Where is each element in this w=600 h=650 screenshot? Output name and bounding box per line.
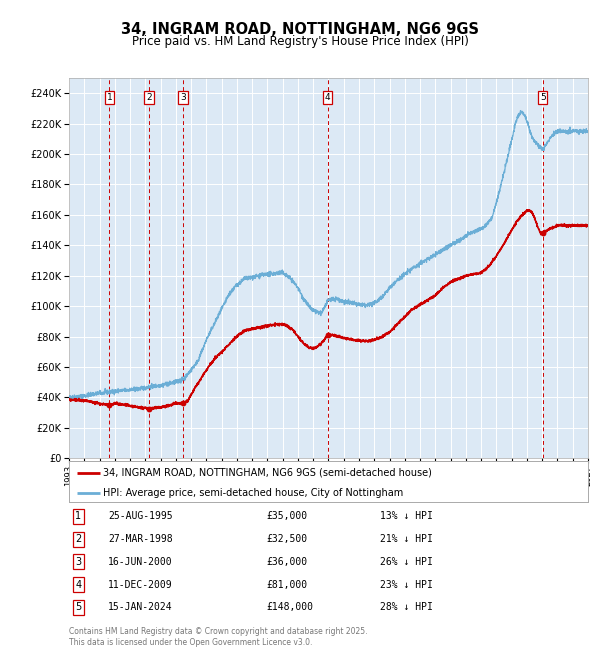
- Text: Price paid vs. HM Land Registry's House Price Index (HPI): Price paid vs. HM Land Registry's House …: [131, 35, 469, 48]
- Text: 1: 1: [75, 512, 82, 521]
- Point: [144, 404, 154, 414]
- Text: 27-MAR-1998: 27-MAR-1998: [108, 534, 173, 544]
- Point: [178, 398, 188, 409]
- Text: 15-JAN-2024: 15-JAN-2024: [108, 603, 173, 612]
- Text: Contains HM Land Registry data © Crown copyright and database right 2025.
This d: Contains HM Land Registry data © Crown c…: [69, 627, 367, 647]
- Text: 5: 5: [75, 603, 82, 612]
- Point: [538, 228, 548, 239]
- Text: 3: 3: [180, 93, 186, 102]
- Text: 2: 2: [146, 93, 152, 102]
- Text: 26% ↓ HPI: 26% ↓ HPI: [380, 557, 433, 567]
- Text: 3: 3: [75, 557, 82, 567]
- Text: 21% ↓ HPI: 21% ↓ HPI: [380, 534, 433, 544]
- Point: [323, 330, 332, 340]
- Text: £36,000: £36,000: [266, 557, 307, 567]
- Text: £81,000: £81,000: [266, 580, 307, 590]
- Text: 5: 5: [540, 93, 545, 102]
- Text: 34, INGRAM ROAD, NOTTINGHAM, NG6 9GS (semi-detached house): 34, INGRAM ROAD, NOTTINGHAM, NG6 9GS (se…: [103, 468, 431, 478]
- Text: £32,500: £32,500: [266, 534, 307, 544]
- Text: 16-JUN-2000: 16-JUN-2000: [108, 557, 173, 567]
- Text: 23% ↓ HPI: 23% ↓ HPI: [380, 580, 433, 590]
- Text: 11-DEC-2009: 11-DEC-2009: [108, 580, 173, 590]
- Text: 4: 4: [75, 580, 82, 590]
- Point: [104, 400, 114, 410]
- Text: 2: 2: [75, 534, 82, 544]
- Text: 25-AUG-1995: 25-AUG-1995: [108, 512, 173, 521]
- Text: 13% ↓ HPI: 13% ↓ HPI: [380, 512, 433, 521]
- Text: 1: 1: [107, 93, 112, 102]
- Text: HPI: Average price, semi-detached house, City of Nottingham: HPI: Average price, semi-detached house,…: [103, 488, 403, 498]
- Text: £148,000: £148,000: [266, 603, 313, 612]
- Text: 28% ↓ HPI: 28% ↓ HPI: [380, 603, 433, 612]
- Text: £35,000: £35,000: [266, 512, 307, 521]
- Text: 4: 4: [325, 93, 331, 102]
- Text: 34, INGRAM ROAD, NOTTINGHAM, NG6 9GS: 34, INGRAM ROAD, NOTTINGHAM, NG6 9GS: [121, 22, 479, 37]
